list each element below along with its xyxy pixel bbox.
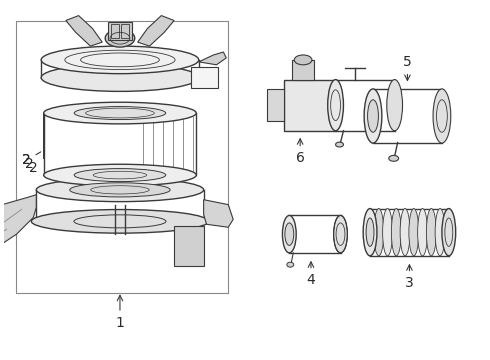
Bar <box>108 22 132 40</box>
Text: 4: 4 <box>307 262 316 287</box>
Bar <box>191 67 219 89</box>
Text: 2: 2 <box>29 161 38 175</box>
Text: 3: 3 <box>405 265 414 291</box>
Ellipse shape <box>363 208 377 256</box>
Text: 2: 2 <box>22 152 41 167</box>
Bar <box>267 89 284 121</box>
Polygon shape <box>66 15 102 46</box>
Ellipse shape <box>374 208 384 256</box>
Ellipse shape <box>74 168 166 181</box>
Text: 5: 5 <box>403 55 412 81</box>
Ellipse shape <box>433 89 451 143</box>
Ellipse shape <box>336 142 343 147</box>
Ellipse shape <box>294 55 312 65</box>
Ellipse shape <box>36 178 204 202</box>
Text: 2: 2 <box>22 153 31 167</box>
Ellipse shape <box>400 208 410 256</box>
Ellipse shape <box>334 215 347 253</box>
Ellipse shape <box>74 107 166 120</box>
Ellipse shape <box>41 64 199 91</box>
Ellipse shape <box>41 46 199 74</box>
Ellipse shape <box>444 208 454 256</box>
Bar <box>284 80 336 131</box>
Polygon shape <box>138 15 174 46</box>
Polygon shape <box>199 52 226 65</box>
Polygon shape <box>204 200 233 227</box>
Ellipse shape <box>387 80 402 131</box>
Bar <box>16 21 228 293</box>
Ellipse shape <box>409 208 419 256</box>
Ellipse shape <box>442 208 456 256</box>
Ellipse shape <box>282 215 296 253</box>
Text: 6: 6 <box>295 139 305 165</box>
Text: 1: 1 <box>116 295 124 330</box>
Ellipse shape <box>417 208 427 256</box>
Ellipse shape <box>285 223 294 246</box>
Bar <box>111 24 119 38</box>
Ellipse shape <box>364 89 382 143</box>
Ellipse shape <box>426 208 436 256</box>
Ellipse shape <box>368 100 378 132</box>
Ellipse shape <box>366 218 374 246</box>
Ellipse shape <box>383 208 392 256</box>
Ellipse shape <box>435 208 445 256</box>
Ellipse shape <box>328 80 343 131</box>
Bar <box>121 24 129 38</box>
Bar <box>174 226 204 266</box>
Bar <box>292 60 314 80</box>
Ellipse shape <box>44 102 196 124</box>
Ellipse shape <box>365 208 375 256</box>
Ellipse shape <box>70 183 170 197</box>
Ellipse shape <box>389 156 398 161</box>
Ellipse shape <box>31 210 209 233</box>
Ellipse shape <box>105 30 135 47</box>
Ellipse shape <box>392 208 401 256</box>
Bar <box>16 21 228 293</box>
Polygon shape <box>0 195 36 254</box>
Text: 2: 2 <box>25 157 34 171</box>
Ellipse shape <box>287 262 294 267</box>
Ellipse shape <box>44 164 196 186</box>
